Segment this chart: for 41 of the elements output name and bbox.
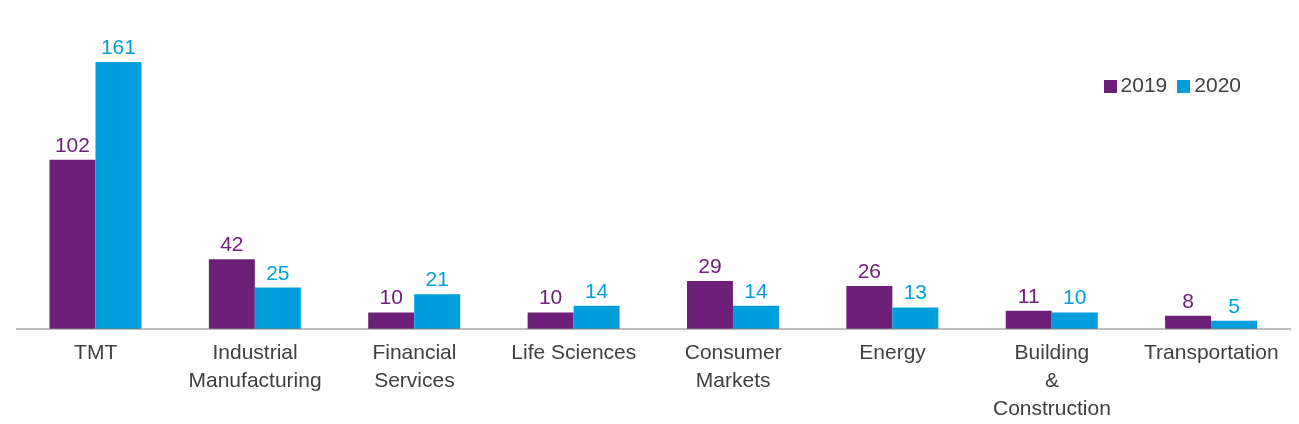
- bar: [892, 307, 939, 329]
- bar: [732, 305, 779, 329]
- bar: [846, 285, 893, 329]
- data-label: 42: [220, 232, 244, 256]
- data-label: 26: [857, 258, 882, 282]
- data-label: 10: [538, 285, 563, 309]
- bar: [95, 62, 142, 329]
- data-label: 10: [379, 285, 403, 309]
- bar: [1005, 310, 1052, 329]
- bar: [208, 259, 255, 329]
- x-tick-label: Consumer Markets: [684, 340, 782, 391]
- data-label: 10: [1063, 285, 1087, 309]
- x-tick-label: Life Sciences: [511, 340, 637, 363]
- data-label: 21: [425, 267, 449, 291]
- bar: [686, 280, 733, 329]
- bar: [49, 159, 96, 329]
- data-label: 25: [266, 260, 290, 284]
- bar: [1051, 312, 1098, 329]
- data-label: 5: [1228, 293, 1240, 317]
- bar: [368, 312, 415, 329]
- bar: [573, 305, 620, 329]
- x-tick-label: Building & Construction: [992, 340, 1111, 419]
- x-tick-label: Industrial Manufacturing: [188, 340, 322, 391]
- data-label: 102: [54, 132, 90, 156]
- x-tick-label: Financial Services: [372, 340, 457, 391]
- x-tick-label: Energy: [859, 340, 927, 363]
- bar: [414, 294, 461, 329]
- data-label: 14: [744, 278, 768, 302]
- data-label: 29: [698, 253, 722, 277]
- data-label: 161: [100, 35, 136, 58]
- bar: [254, 287, 301, 329]
- x-tick-label: TMT: [74, 340, 118, 363]
- x-tick-label: Transportation: [1144, 340, 1279, 363]
- legend-label: 2020: [1194, 73, 1241, 96]
- bar: [527, 312, 574, 329]
- data-label: 11: [1017, 283, 1040, 307]
- bar: [1165, 315, 1212, 329]
- legend-label: 2019: [1120, 73, 1168, 96]
- data-label: 8: [1182, 288, 1194, 312]
- data-label: 13: [903, 280, 928, 304]
- data-label: 14: [584, 278, 609, 302]
